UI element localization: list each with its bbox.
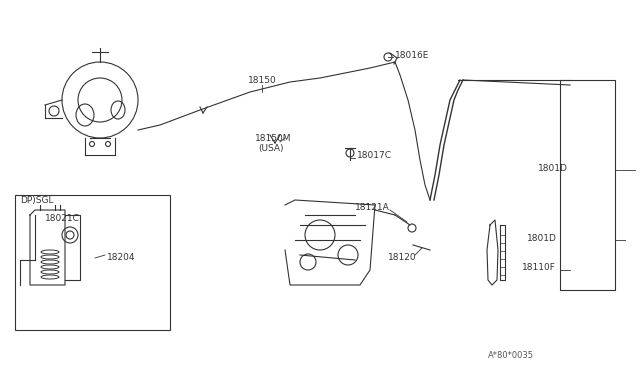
Text: 1801D: 1801D	[538, 164, 568, 173]
Text: 18016E: 18016E	[395, 51, 429, 60]
Text: 18021C: 18021C	[45, 214, 80, 222]
Text: 18204: 18204	[107, 253, 136, 263]
Text: DP)SGL: DP)SGL	[20, 196, 54, 205]
Text: 18017C: 18017C	[357, 151, 392, 160]
Text: 18120: 18120	[388, 253, 417, 263]
Text: 18121A: 18121A	[355, 202, 390, 212]
Text: 18150: 18150	[248, 76, 276, 84]
Bar	[560, 80, 615, 290]
Polygon shape	[500, 225, 505, 280]
Text: 1801D: 1801D	[527, 234, 557, 243]
Text: (USA): (USA)	[258, 144, 284, 153]
Text: 18150M: 18150M	[255, 134, 291, 142]
Bar	[15, 195, 170, 330]
Polygon shape	[487, 220, 498, 285]
Text: 18110F: 18110F	[522, 263, 556, 273]
Text: A*80*0035: A*80*0035	[488, 350, 534, 359]
